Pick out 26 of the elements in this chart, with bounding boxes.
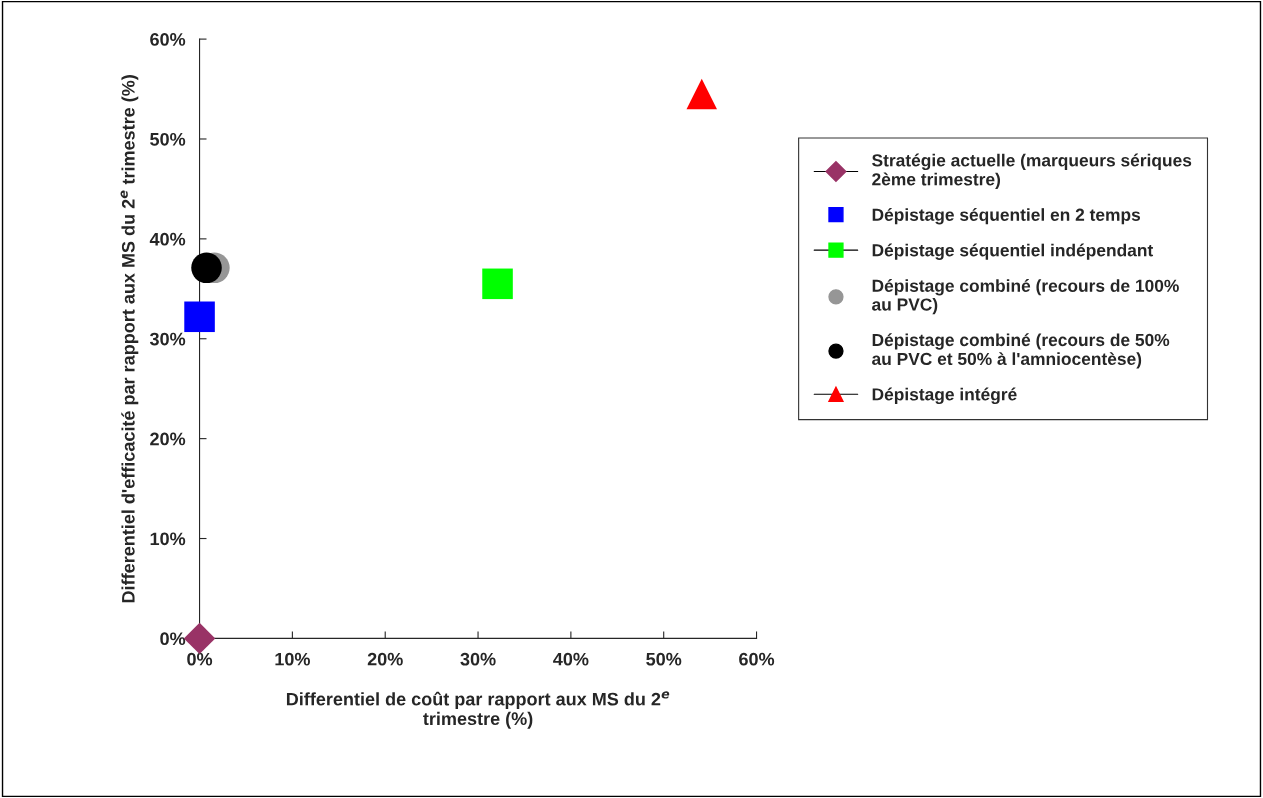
legend-label: Dépistage combiné (recours de 100% au PVC) [872, 279, 1179, 315]
point [191, 252, 222, 284]
x-tick-label: 60% [739, 652, 775, 666]
legend-label: Dépistage combiné (recours de 50% au PVC et 50% à l'amniocentèse) [872, 333, 1170, 369]
point [482, 268, 513, 300]
text: Differentiel de coût par rapport aux MS du 2$^{e}$ trimestre (%) [286, 691, 670, 729]
x-tick-label: 40% [553, 652, 589, 666]
y-tick-label: 40% [149, 232, 186, 246]
y-tick-label: 10% [150, 532, 186, 546]
x-tick-label: 50% [646, 652, 682, 666]
y-tick-label: 50% [150, 132, 186, 146]
y-tick-label: 20% [150, 432, 186, 446]
y-tick-label: 60% [150, 33, 186, 46]
x-tick-label: 30% [460, 652, 496, 666]
y-tick-label: 0% [160, 632, 186, 646]
y-axis-title: Differentiel d'efficacité par rapport aux MS du 2$^{e}$ trimestre (%) [120, 75, 139, 603]
point [184, 301, 215, 333]
x-tick-label: 20% [367, 652, 403, 666]
y-tick-label: 30% [149, 332, 186, 346]
point [686, 78, 718, 110]
legend-label: Dépistage séquentiel indépendant [872, 243, 1154, 260]
x-tick-label: 10% [275, 652, 310, 666]
legend-label: Dépistage intégré [872, 387, 1017, 405]
x-tick-label: 0% [187, 652, 213, 666]
legend-label: Dépistage séquentiel en 2 temps [872, 208, 1141, 225]
legend-label: Stratégie actuelle (marqueurs sériques 2ème trimestre) [872, 153, 1192, 189]
